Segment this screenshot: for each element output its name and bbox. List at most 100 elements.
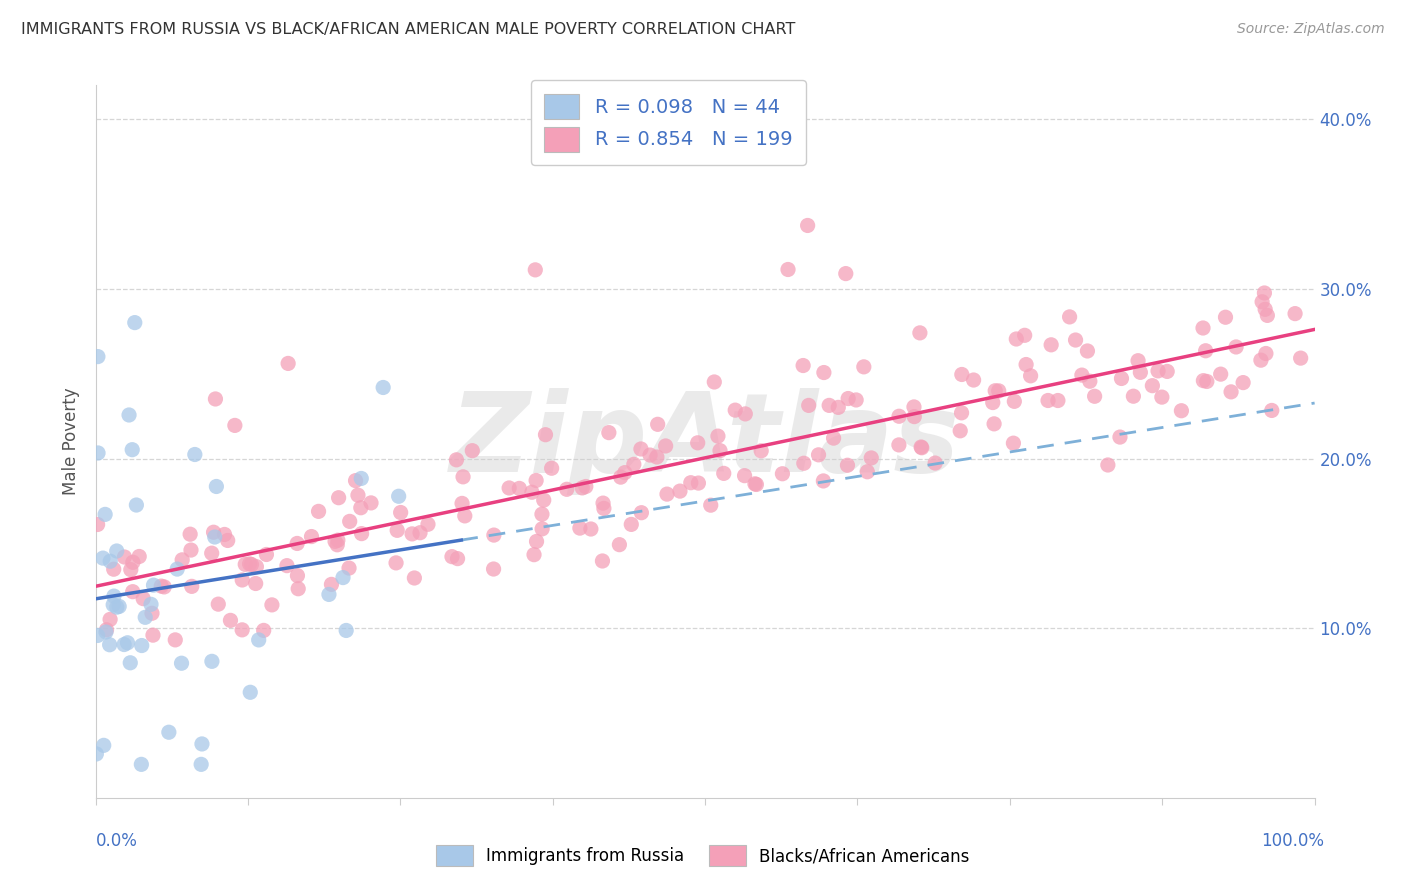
Point bbox=[856, 465, 879, 479]
Point bbox=[141, 607, 163, 621]
Point bbox=[630, 442, 652, 456]
Point bbox=[1261, 403, 1284, 417]
Point bbox=[112, 638, 135, 652]
Point bbox=[571, 481, 593, 495]
Point bbox=[533, 493, 555, 508]
Point bbox=[326, 533, 349, 548]
Point bbox=[172, 553, 194, 567]
Point bbox=[94, 508, 117, 522]
Point bbox=[1109, 430, 1132, 444]
Point bbox=[276, 558, 298, 573]
Point bbox=[350, 500, 373, 515]
Point bbox=[796, 219, 818, 233]
Point bbox=[446, 452, 468, 467]
Point bbox=[703, 375, 725, 389]
Point bbox=[498, 481, 520, 495]
Point bbox=[389, 506, 412, 520]
Point bbox=[121, 555, 143, 569]
Point bbox=[1014, 328, 1036, 343]
Point bbox=[103, 589, 125, 603]
Point bbox=[1046, 393, 1069, 408]
Point bbox=[247, 632, 270, 647]
Point bbox=[508, 482, 530, 496]
Point bbox=[984, 384, 1007, 398]
Point bbox=[335, 624, 357, 638]
Point bbox=[591, 554, 613, 568]
Point bbox=[204, 392, 226, 406]
Point bbox=[987, 384, 1010, 398]
Point bbox=[713, 467, 735, 481]
Point bbox=[191, 737, 214, 751]
Point bbox=[1192, 374, 1215, 388]
Point bbox=[523, 548, 546, 562]
Point bbox=[347, 488, 370, 502]
Point bbox=[630, 506, 652, 520]
Point bbox=[1084, 389, 1107, 403]
Point bbox=[749, 443, 772, 458]
Point bbox=[451, 470, 474, 484]
Point bbox=[98, 612, 121, 626]
Point bbox=[903, 409, 925, 424]
Point bbox=[860, 450, 883, 465]
Point bbox=[981, 395, 1004, 409]
Point bbox=[416, 517, 439, 532]
Point bbox=[287, 568, 309, 582]
Point bbox=[524, 263, 547, 277]
Point bbox=[593, 501, 616, 516]
Point bbox=[823, 431, 845, 445]
Point bbox=[134, 610, 156, 624]
Point bbox=[613, 466, 636, 480]
Point bbox=[813, 474, 835, 488]
Point bbox=[277, 356, 299, 370]
Point bbox=[647, 417, 669, 432]
Point bbox=[700, 498, 723, 512]
Point bbox=[404, 571, 426, 585]
Point bbox=[360, 496, 382, 510]
Point bbox=[245, 576, 267, 591]
Point bbox=[150, 579, 173, 593]
Point bbox=[797, 398, 820, 412]
Point bbox=[575, 479, 598, 493]
Point bbox=[903, 400, 925, 414]
Point bbox=[1059, 310, 1081, 324]
Point bbox=[827, 401, 849, 415]
Point bbox=[94, 625, 117, 640]
Point bbox=[105, 544, 128, 558]
Point bbox=[157, 725, 180, 739]
Point bbox=[530, 507, 553, 521]
Point bbox=[555, 483, 578, 497]
Legend: Immigrants from Russia, Blacks/African Americans: Immigrants from Russia, Blacks/African A… bbox=[430, 838, 976, 873]
Point bbox=[1284, 307, 1306, 321]
Point bbox=[1070, 368, 1092, 383]
Point bbox=[339, 515, 361, 529]
Point bbox=[142, 578, 165, 592]
Point bbox=[645, 450, 668, 464]
Point bbox=[1076, 343, 1098, 358]
Point bbox=[440, 549, 463, 564]
Point bbox=[482, 562, 505, 576]
Point bbox=[1002, 394, 1025, 409]
Point bbox=[609, 470, 631, 484]
Point bbox=[350, 471, 373, 485]
Point bbox=[326, 538, 349, 552]
Point bbox=[807, 448, 830, 462]
Point bbox=[1251, 294, 1274, 309]
Point bbox=[745, 477, 768, 491]
Point bbox=[153, 580, 176, 594]
Point bbox=[709, 443, 731, 458]
Point bbox=[125, 498, 148, 512]
Point bbox=[654, 439, 676, 453]
Point bbox=[950, 406, 973, 420]
Point bbox=[451, 496, 474, 510]
Point bbox=[180, 543, 202, 558]
Point bbox=[620, 517, 643, 532]
Point bbox=[1040, 338, 1063, 352]
Point bbox=[852, 359, 875, 374]
Point bbox=[598, 425, 620, 440]
Point bbox=[793, 456, 815, 470]
Point bbox=[1111, 371, 1133, 385]
Point bbox=[655, 487, 678, 501]
Point bbox=[962, 373, 984, 387]
Point bbox=[531, 522, 554, 536]
Point bbox=[520, 485, 543, 500]
